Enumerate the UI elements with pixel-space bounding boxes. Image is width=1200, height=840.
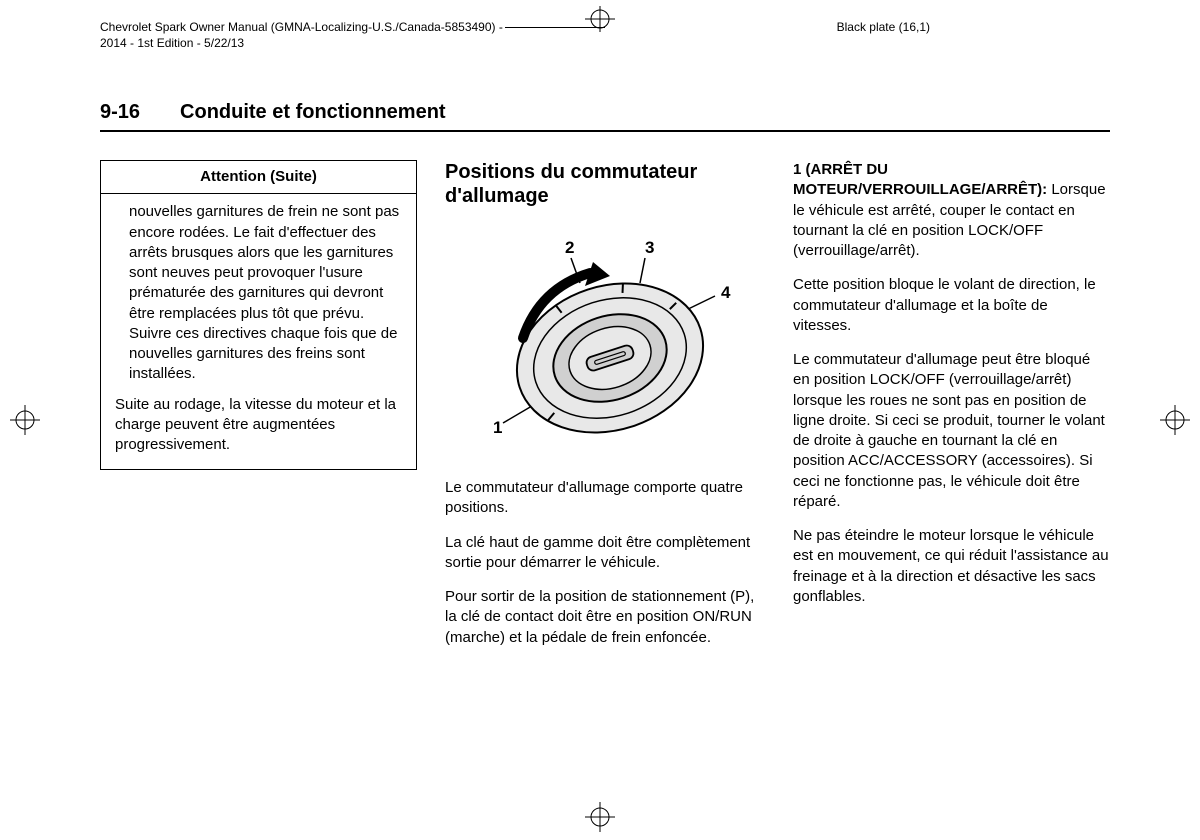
crop-mark-right [1160, 405, 1190, 435]
attention-para2: Suite au rodage, la vitesse du moteur et… [115, 395, 402, 456]
attention-title: Attention (Suite) [101, 161, 416, 194]
header-rule [505, 27, 605, 28]
col3-para2: Cette position bloque le volant de direc… [793, 275, 1110, 336]
doc-header-left: Chevrolet Spark Owner Manual (GMNA-Local… [100, 20, 605, 51]
page: Chevrolet Spark Owner Manual (GMNA-Local… [0, 0, 1200, 682]
black-plate-label: Black plate (16,1) [837, 20, 1110, 34]
ignition-switch-illustration: 1 2 3 4 [445, 228, 765, 458]
crop-mark-left [10, 405, 40, 435]
crop-mark-bottom [585, 802, 615, 832]
ignition-label-3: 3 [645, 238, 654, 257]
body-columns: Attention (Suite) nouvelles garnitures d… [100, 160, 1110, 662]
col2-para3: Pour sortir de la position de stationnem… [445, 587, 765, 648]
column-2: Positions du commutateur d'allumage [445, 160, 765, 662]
attention-box: Attention (Suite) nouvelles garnitures d… [100, 160, 417, 470]
col2-para2: La clé haut de gamme doit être complètem… [445, 533, 765, 574]
doc-header: Chevrolet Spark Owner Manual (GMNA-Local… [100, 20, 1110, 51]
col3-para3: Le commutateur d'allumage peut être bloq… [793, 350, 1110, 512]
column-3: 1 (ARRÊT DU MOTEUR/VERROUILLAGE/ARRÊT): … [793, 160, 1110, 662]
ignition-label-2: 2 [565, 238, 574, 257]
col3-para4: Ne pas éteindre le moteur lorsque le véh… [793, 526, 1110, 607]
section-title: Conduite et fonctionnement [180, 101, 446, 124]
page-number: 9-16 [100, 101, 140, 124]
doc-header-line2: 2014 - 1st Edition - 5/22/13 [100, 36, 605, 52]
doc-header-line1: Chevrolet Spark Owner Manual (GMNA-Local… [100, 20, 503, 36]
col2-para1: Le commutateur d'allumage comporte quatr… [445, 478, 765, 519]
ignition-label-4: 4 [721, 283, 731, 302]
attention-para1: nouvelles garnitures de frein ne sont pa… [115, 202, 402, 384]
column-1: Attention (Suite) nouvelles garnitures d… [100, 160, 417, 662]
section-header: 9-16 Conduite et fonctionnement [100, 101, 1110, 132]
col3-para1-bold: 1 (ARRÊT DU MOTEUR/VERROUILLAGE/ARRÊT): [793, 161, 1047, 198]
col2-heading: Positions du commutateur d'allumage [445, 160, 765, 208]
col3-para1: 1 (ARRÊT DU MOTEUR/VERROUILLAGE/ARRÊT): … [793, 160, 1110, 261]
ignition-label-1: 1 [493, 418, 502, 437]
attention-body: nouvelles garnitures de frein ne sont pa… [101, 194, 416, 469]
